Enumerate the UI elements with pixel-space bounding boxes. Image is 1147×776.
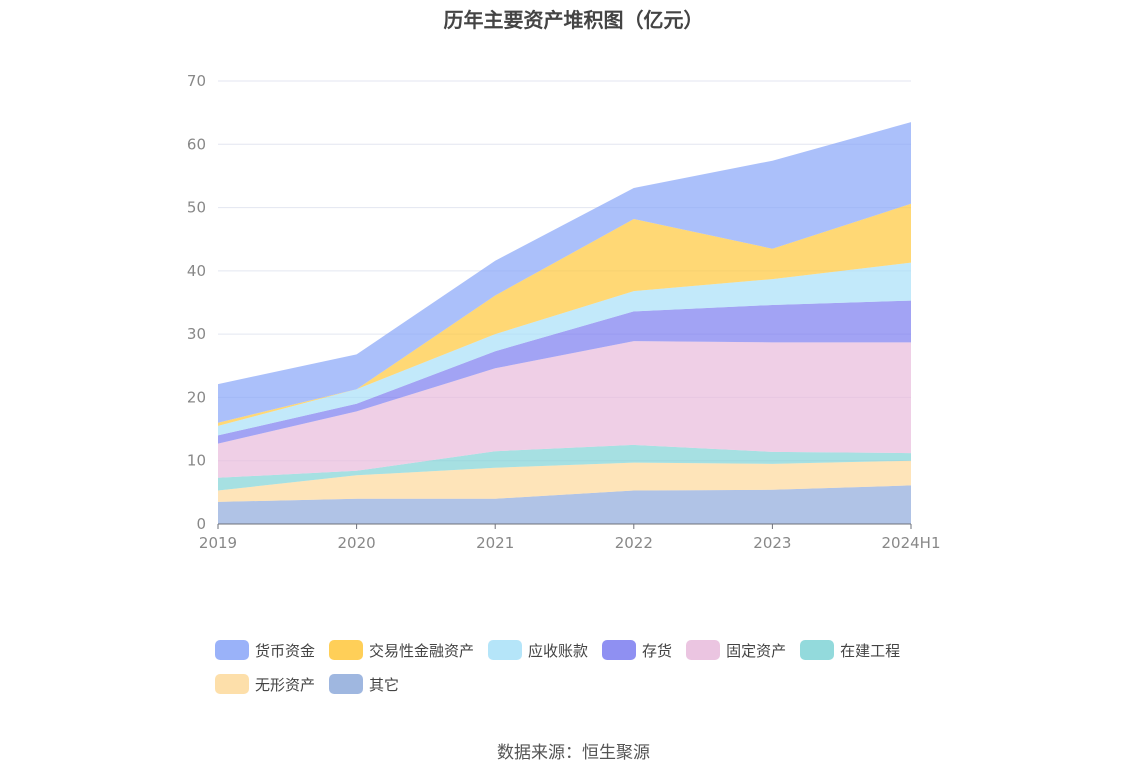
area-货币资金 bbox=[218, 122, 911, 423]
legend-item[interactable]: 固定资产 bbox=[686, 638, 786, 662]
axes: 0 10 20 30 40 50 60 70 2019 2020 2021 2022 2023 2024H… bbox=[187, 72, 941, 552]
area-固定资产 bbox=[218, 341, 911, 478]
y-tick-label: 60 bbox=[187, 135, 206, 153]
area-交易性金融资产 bbox=[218, 203, 911, 426]
legend-label: 在建工程 bbox=[840, 641, 901, 660]
area-无形资产 bbox=[218, 460, 911, 502]
legend-label: 交易性金融资产 bbox=[369, 641, 475, 660]
legend-swatch bbox=[329, 640, 364, 660]
x-tick-label: 2024H1 bbox=[882, 534, 941, 552]
legend-item[interactable]: 无形资产 bbox=[215, 672, 315, 696]
x-tick-label: 2019 bbox=[199, 534, 237, 552]
data-source-note: 数据来源：恒生聚源 bbox=[497, 743, 650, 763]
legend-item[interactable]: 在建工程 bbox=[800, 638, 900, 662]
legend-swatch bbox=[602, 640, 637, 660]
y-tick-label: 0 bbox=[196, 515, 206, 533]
legend-item[interactable]: 交易性金融资产 bbox=[329, 638, 474, 662]
stacked-area-chart: 0 10 20 30 40 50 60 70 2019 2020 2021 2022 2023 2024H… bbox=[187, 72, 941, 552]
legend-item[interactable]: 存货 bbox=[602, 638, 672, 662]
legend-label: 存货 bbox=[642, 641, 673, 660]
x-tick-label: 2020 bbox=[338, 534, 376, 552]
legend-swatch bbox=[686, 640, 721, 660]
area-存货 bbox=[218, 300, 911, 444]
y-tick-label: 70 bbox=[187, 72, 206, 90]
legend-label: 其它 bbox=[369, 675, 400, 694]
x-tick-label: 2023 bbox=[753, 534, 791, 552]
legend-item[interactable]: 货币资金 bbox=[215, 638, 315, 662]
area-在建工程 bbox=[218, 444, 911, 491]
legend-swatch bbox=[215, 640, 249, 660]
legend-swatch bbox=[329, 674, 364, 694]
chart-title: 历年主要资产堆积图（亿元） bbox=[443, 8, 704, 32]
area-series bbox=[218, 122, 911, 524]
y-tick-label: 30 bbox=[187, 325, 206, 343]
legend-label: 应收账款 bbox=[528, 641, 589, 660]
x-tick-label: 2022 bbox=[615, 534, 653, 552]
y-tick-label: 10 bbox=[187, 452, 206, 470]
legend-swatch bbox=[215, 674, 249, 694]
y-tick-label: 40 bbox=[187, 262, 206, 280]
legend-label: 货币资金 bbox=[255, 641, 316, 660]
legend-swatch bbox=[800, 640, 835, 660]
legend-item[interactable]: 应收账款 bbox=[488, 638, 588, 662]
legend: 货币资金 交易性金融资产 应收账款 存货 固定资产 在建工程无形资产 其它 bbox=[215, 638, 955, 696]
legend-item[interactable]: 其它 bbox=[329, 672, 399, 696]
legend-swatch bbox=[488, 640, 523, 660]
x-tick-label: 2021 bbox=[476, 534, 514, 552]
legend-label: 无形资产 bbox=[255, 675, 316, 694]
y-tick-label: 20 bbox=[187, 388, 206, 406]
area-应收账款 bbox=[218, 262, 911, 436]
legend-label: 固定资产 bbox=[726, 641, 787, 660]
y-tick-label: 50 bbox=[187, 199, 206, 217]
area-其它 bbox=[218, 485, 911, 524]
